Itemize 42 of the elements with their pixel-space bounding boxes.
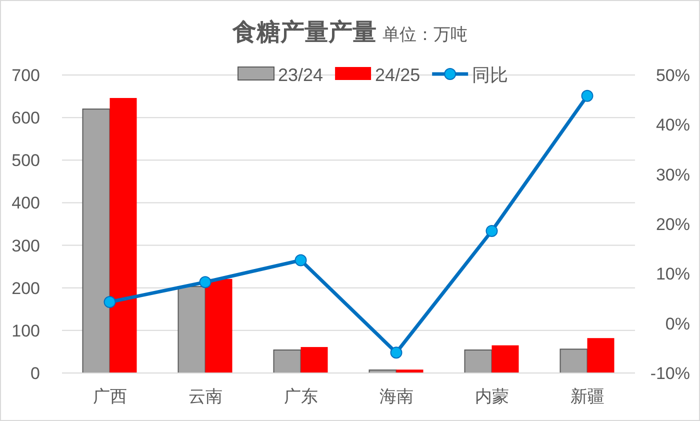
y2-tick-label: 10% — [656, 264, 690, 284]
y-tick-label: 700 — [12, 66, 40, 85]
y-tick-label: 500 — [12, 151, 40, 170]
y2-tick-label: 20% — [656, 215, 690, 234]
bar — [560, 348, 588, 374]
bar — [492, 345, 519, 373]
x-tick-label: 云南 — [188, 387, 222, 406]
point — [199, 276, 212, 288]
bar — [205, 278, 232, 373]
bar — [178, 286, 206, 374]
bar — [273, 350, 302, 374]
y-tick-label: 0 — [30, 364, 40, 383]
y-tick-label: 600 — [12, 108, 40, 128]
legend-label: 24/25 — [375, 65, 420, 85]
y-tick-label: 100 — [12, 321, 40, 340]
y2-tick-label: 50% — [656, 66, 690, 85]
point — [581, 90, 594, 102]
y2-tick-label: -10% — [650, 364, 690, 383]
chart-title: 食糖产量产量 — [232, 19, 376, 46]
y-tick-label: 300 — [12, 236, 40, 256]
x-tick-label: 海南 — [379, 387, 414, 406]
bar — [464, 350, 492, 374]
y-tick-label: 400 — [12, 194, 40, 213]
y2-tick-label: 0% — [665, 314, 690, 334]
bar — [587, 338, 614, 373]
bar — [110, 98, 137, 373]
bar — [82, 108, 110, 374]
legend-label: 23/24 — [278, 65, 324, 85]
y-tick-label: 200 — [12, 278, 40, 298]
point — [104, 296, 116, 308]
x-tick-label: 内蒙 — [474, 387, 509, 406]
point — [486, 224, 498, 237]
x-tick-label: 广西 — [92, 387, 127, 406]
chart-subtitle: 单位：万吨 — [382, 25, 468, 44]
y2-tick-label: 40% — [656, 116, 690, 135]
y2-tick-label: 30% — [656, 165, 690, 184]
x-tick-label: 新疆 — [570, 387, 604, 406]
bar — [300, 347, 328, 373]
x-tick-label: 广东 — [284, 387, 318, 406]
legend-label: 同比 — [472, 65, 508, 85]
point — [390, 346, 402, 359]
point — [294, 254, 307, 266]
